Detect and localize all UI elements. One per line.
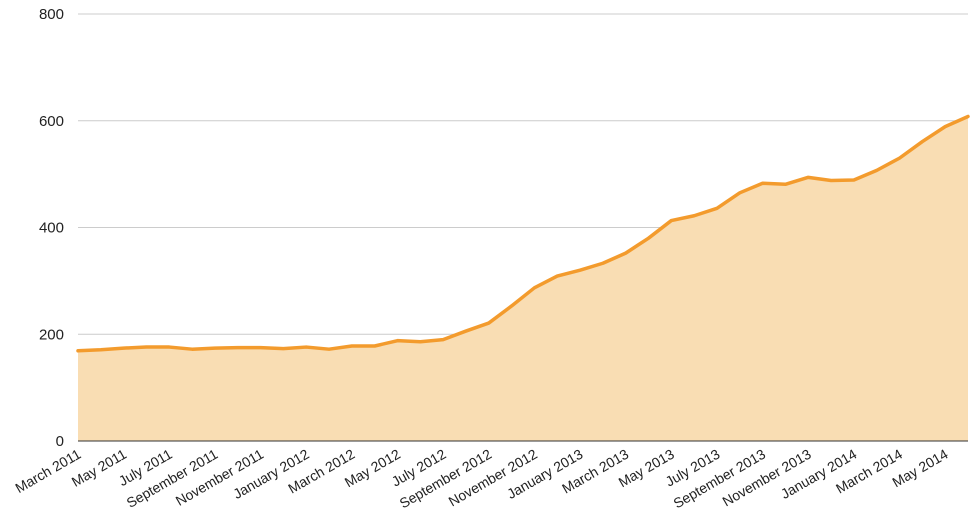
series-line (76, 114, 970, 353)
y-tick-label: 600 (39, 113, 64, 130)
x-tick-label: March 2011 (12, 446, 83, 496)
y-tick-label: 0 (56, 433, 64, 450)
y-tick-label: 800 (39, 6, 64, 23)
y-tick-label: 400 (39, 220, 64, 237)
y-tick-label: 200 (39, 326, 64, 343)
series-area-fill (78, 116, 968, 441)
y-axis-ticks: 0 200 400 600 800 (39, 6, 64, 450)
